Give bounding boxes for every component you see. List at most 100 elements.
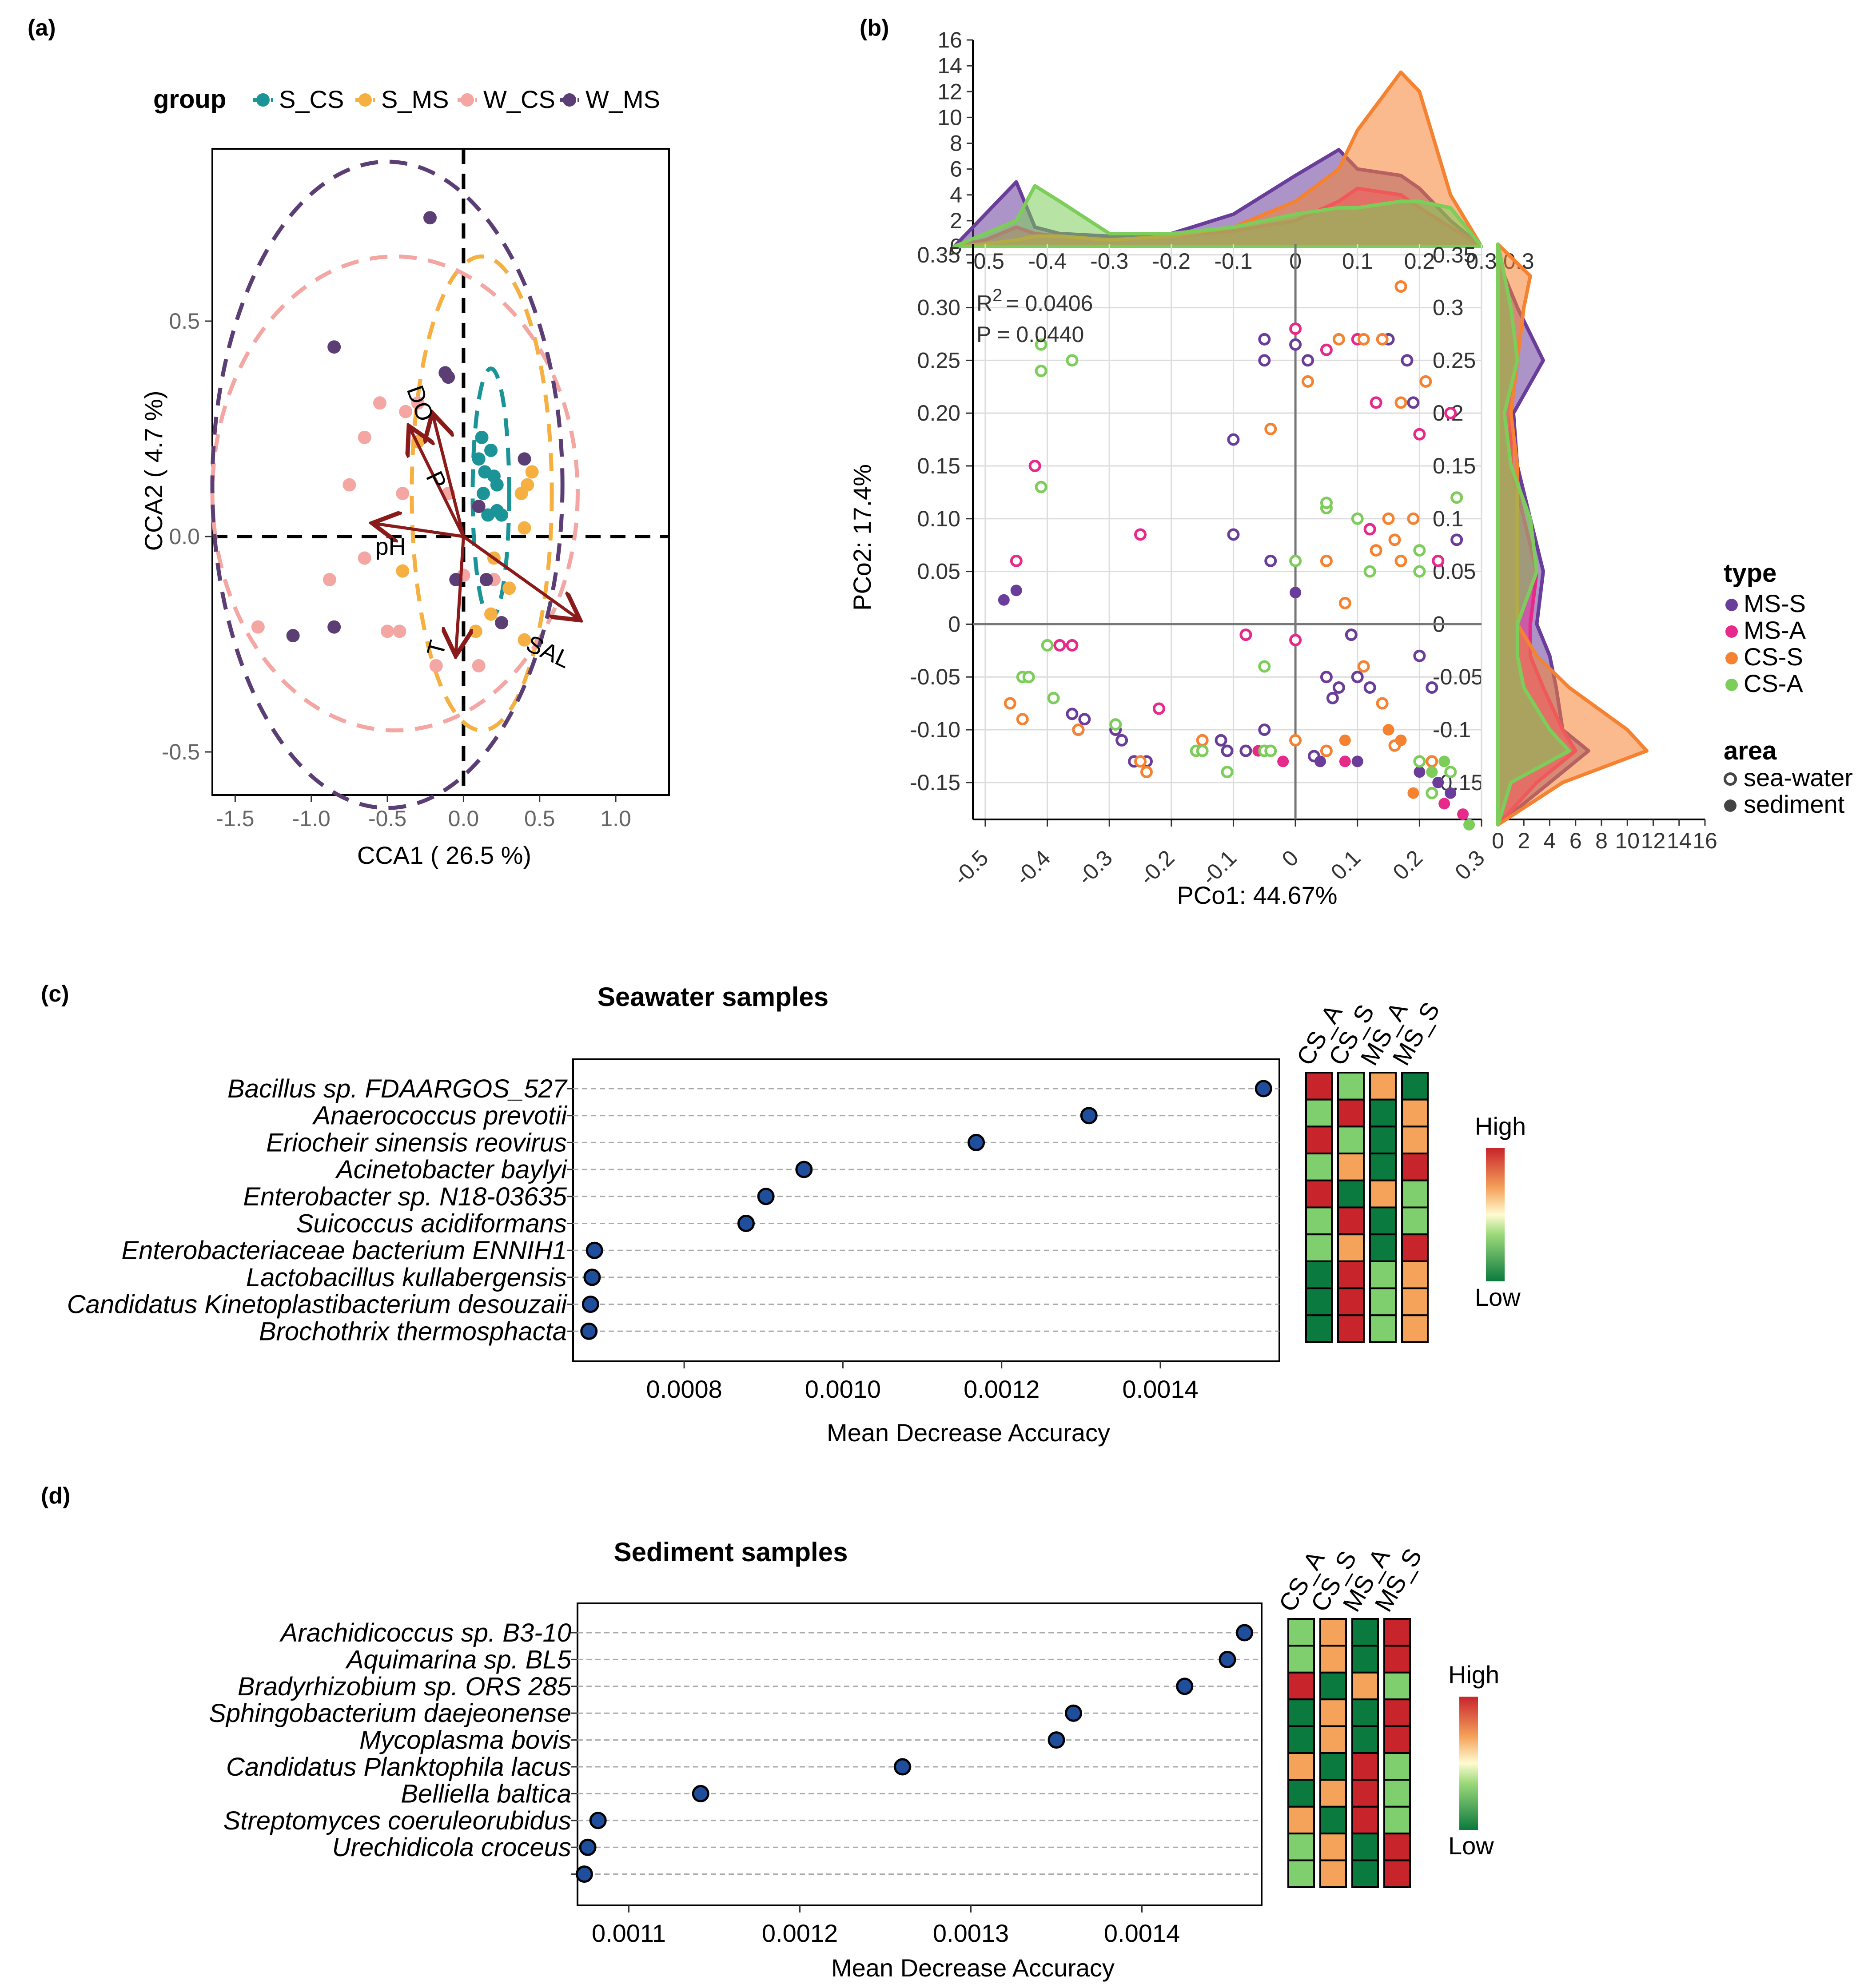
panel-b-inner-y-tick-label: 0.15 [1433, 453, 1476, 478]
panel-b-point-open-MS-S [1407, 396, 1420, 409]
panel-d-dot [1065, 1704, 1082, 1722]
panel-d-dot [1048, 1731, 1065, 1749]
panel-a-vector-P [410, 429, 465, 537]
panel-d-heatmap-cell [1383, 1833, 1411, 1861]
panel-c-heatmap-cell [1337, 1287, 1365, 1316]
panel-c-x-tick-label: 0.0010 [805, 1375, 881, 1403]
panel-b-point-filled-CS-A [1438, 755, 1450, 767]
panel-b-point-open-MS-S [1401, 354, 1414, 367]
panel-b-top-density-tick-label: 2 [950, 208, 962, 233]
panel-b-point-open-CS-S [1072, 724, 1085, 736]
panel-d-heatmap-cell [1287, 1698, 1315, 1727]
panel-c-heatmap-cell [1401, 1260, 1429, 1289]
panel-b-point-open-CS-A [1413, 755, 1426, 768]
panel-b-point-open-CS-S [1196, 734, 1209, 747]
panel-d-heatmap-cell [1351, 1805, 1379, 1835]
panel-a-legend-label: W_MS [585, 85, 660, 113]
panel-b-point-open-MS-S [1078, 713, 1091, 726]
panel-c-heatmap-cell [1305, 1287, 1333, 1316]
panel-a-x-tick-label: -1.5 [216, 806, 254, 831]
panel-a-ellipse-W_CS [210, 254, 580, 732]
panel-b-inner-x-tick-label: -0.5 [966, 249, 1004, 274]
panel-d-dot [692, 1785, 709, 1802]
panel-b-point-open-MS-A [1152, 702, 1165, 715]
panel-b-point-open-CS-A [1351, 512, 1364, 525]
panel-b-x-tick-label: 0.3 [1450, 845, 1490, 885]
panel-b-point-filled-MS-S [1010, 584, 1022, 596]
panel-b-point-open-CS-A [1289, 554, 1302, 567]
panel-b-point-open-MS-A [1028, 459, 1041, 472]
panel-b-y-tick-label: 0.35 [917, 243, 960, 267]
panel-c-plot-frame [572, 1058, 1280, 1362]
panel-d-x-axis-label: Mean Decrease Accuracy [831, 1954, 1115, 1982]
panel-b-y-tick-label: 0.10 [917, 506, 960, 531]
panel-b-top-density-CS-A [952, 184, 1483, 248]
panel-b-point-open-MS-A [1320, 343, 1333, 356]
panel-b-point-filled-MS-S [1290, 587, 1302, 599]
panel-b-inner-y-tick-label: 0.3 [1433, 295, 1464, 320]
panel-b-point-open-MS-S [1450, 533, 1463, 546]
panel-c-heatmap-cell [1305, 1206, 1333, 1236]
panel-a-point-W_CS [411, 396, 425, 410]
panel-b-inner-y-tick-label: 0.1 [1433, 506, 1464, 531]
panel-c-heatmap-cell [1369, 1179, 1397, 1209]
panel-b-top-density-tick-label: 16 [937, 28, 962, 52]
panel-b-point-open-CS-A [1444, 766, 1457, 779]
panel-c-dot [582, 1296, 599, 1313]
panel-b-right-density-tick-label: 8 [1595, 828, 1608, 853]
panel-b-main-scatter: -0.15 -0.15-0.10 -0.1-0.05 -0.050 00.05 0.050… [910, 243, 1497, 890]
panel-b-point-open-CS-S [1140, 766, 1153, 779]
panel-a-point-S_CS [481, 508, 495, 522]
panel-a-point-W_MS [286, 629, 300, 643]
panel-c-category-label: Acinetobacter baylyi [335, 1155, 568, 1184]
panel-c-heatmap-cell [1401, 1125, 1429, 1155]
panel-c-dot [795, 1161, 813, 1178]
panel-b-x-tick-label: 0.1 [1326, 845, 1366, 885]
panel-b-point-open-MS-S [1345, 628, 1358, 641]
panel-d-heatmap-cell [1319, 1645, 1347, 1674]
panel-b-inner-y-tick-label: 0.25 [1433, 348, 1476, 373]
panel-b-inner-x-tick-label: 0.2 [1404, 249, 1435, 274]
panel-a-point-S_MS [396, 564, 410, 578]
panel-b-point-open-MS-S [1258, 333, 1271, 346]
panel-c-x-axis-label: Mean Decrease Accuracy [827, 1419, 1110, 1447]
panel-a-point-W_MS [518, 452, 531, 466]
panel-c-heat-key-bar [1486, 1148, 1505, 1281]
panel-b-point-open-MS-A [1413, 428, 1426, 441]
panel-b-x-tick-label: -0.3 [1072, 845, 1117, 890]
panel-a-point-S_MS [469, 624, 482, 638]
panel-b-point-open-CS-A [1035, 338, 1048, 351]
panel-a-point-W_MS [479, 573, 493, 586]
panel-d-category-label: Aquimarina sp. BL5 [345, 1645, 572, 1674]
panel-d-plot-frame [577, 1602, 1263, 1906]
panel-b-point-open-MS-S [1332, 681, 1345, 694]
panel-b-y-tick-label: -0.05 [910, 664, 960, 689]
panel-a-points [251, 211, 539, 672]
panel-b-point-open-MS-S [1227, 433, 1240, 446]
panel-a-point-S_CS [475, 430, 489, 444]
panel-d-heatmap-cell [1383, 1645, 1411, 1674]
panel-a-point-W_CS [429, 659, 443, 672]
panel-a-legend-title: group [153, 85, 226, 114]
panel-b-point-filled-MS-A [1438, 798, 1450, 810]
panel-d-heatmap-cell [1351, 1859, 1379, 1889]
panel-b-point-open-CS-A [1035, 365, 1048, 378]
panel-b-point-open-CS-S [1407, 512, 1420, 525]
panel-b-right-density-tick-label: 16 [1693, 828, 1717, 853]
panel-b-point-open-CS-A [1258, 660, 1271, 673]
panel-a-point-S_CS [476, 487, 490, 500]
panel-c-heatmap-cell [1401, 1179, 1429, 1209]
panel-b-point-open-CS-S [1357, 660, 1370, 673]
panel-b-point-open-CS-A [1035, 481, 1048, 493]
panel-a-vector-label: pH [375, 533, 406, 560]
panel-c-heatmap-cell [1369, 1287, 1397, 1316]
panel-b-legend-type-label: MS-A [1744, 616, 1806, 644]
panel-b-legend-type-label: CS-A [1744, 669, 1803, 697]
panel-d-heatmap-cell [1383, 1725, 1411, 1754]
panel-a-point-S_MS [518, 633, 531, 647]
panel-a-point-W_CS [399, 405, 413, 418]
panel-a-point-W_CS [343, 478, 356, 492]
